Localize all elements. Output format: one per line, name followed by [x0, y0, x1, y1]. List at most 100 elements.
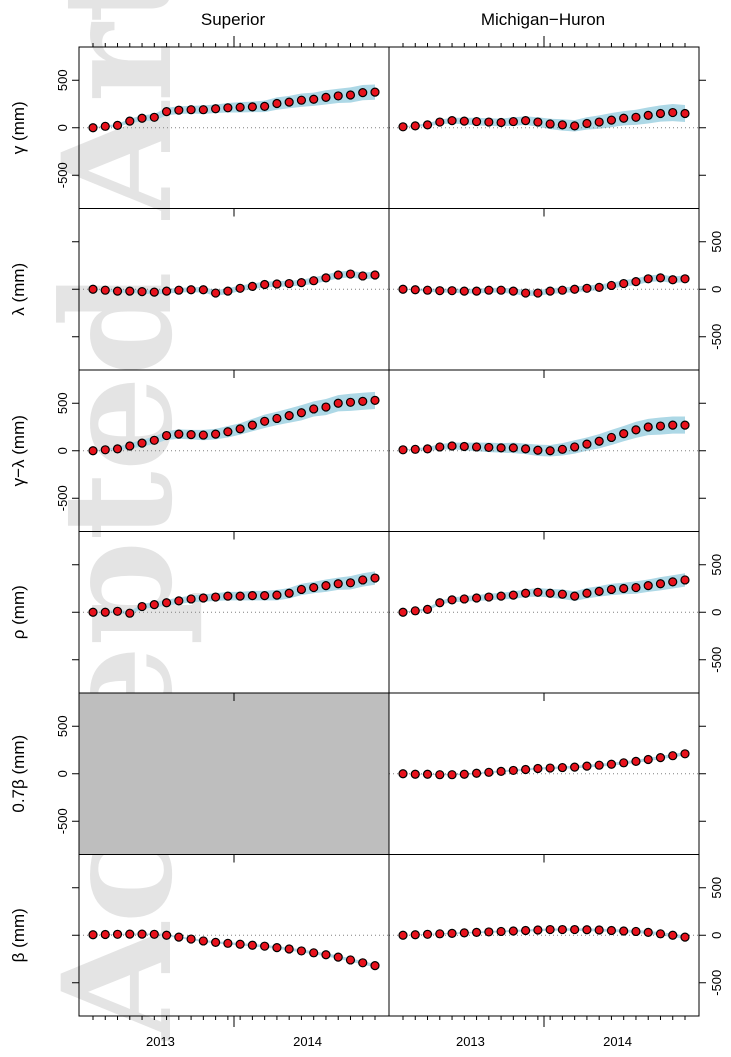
- data-point: [88, 284, 98, 294]
- data-point: [582, 761, 592, 771]
- panel: 2013 2014: [78, 854, 390, 1049]
- y-tick-label: 0: [709, 286, 724, 293]
- data-point: [435, 286, 445, 296]
- data-point: [619, 278, 629, 289]
- panel: [388, 531, 700, 694]
- data-point: [447, 441, 457, 451]
- data-point: [88, 446, 98, 456]
- data-point: [272, 590, 282, 600]
- data-point: [272, 279, 282, 289]
- data-point: [211, 937, 221, 947]
- data-point: [680, 575, 690, 585]
- data-point: [680, 274, 690, 284]
- panel-grid: γ (mm) -500 0 500 λ (mm) -500 0 500 γ−λ (mm) -500…: [9, 36, 724, 1049]
- data-point: [211, 592, 221, 602]
- data-point: [484, 117, 494, 127]
- panel: [78, 369, 390, 532]
- y-tick-label: 0: [55, 447, 70, 454]
- data-point: [247, 940, 257, 950]
- data-point: [631, 756, 641, 767]
- data-point: [508, 286, 518, 296]
- data-point: [606, 432, 617, 443]
- column-title-superior: Superior: [201, 10, 266, 29]
- data-point: [321, 273, 331, 283]
- data-point: [570, 284, 580, 294]
- data-point: [284, 278, 294, 289]
- data-point: [137, 929, 147, 939]
- data-point: [533, 925, 543, 935]
- data-point: [88, 123, 98, 133]
- data-point: [260, 941, 270, 951]
- data-point: [100, 121, 110, 131]
- data-point: [211, 288, 221, 298]
- data-point: [447, 928, 457, 938]
- y-tick-label: 500: [55, 69, 70, 91]
- data-point: [582, 439, 592, 449]
- data-point: [459, 769, 469, 779]
- data-point: [161, 106, 172, 117]
- x-tick-label: 2013: [456, 1034, 485, 1049]
- data-point: [321, 950, 331, 960]
- data-point: [410, 121, 420, 131]
- data-point: [655, 929, 666, 939]
- watermark: Accepted Article: [30, 0, 206, 1042]
- data-point: [594, 586, 604, 596]
- data-point: [333, 91, 343, 101]
- data-point: [422, 285, 433, 295]
- data-point: [508, 443, 518, 453]
- data-point: [521, 444, 531, 454]
- data-point: [272, 942, 282, 953]
- data-point: [100, 445, 110, 455]
- data-point: [594, 760, 604, 770]
- uncertainty-band: [93, 84, 375, 128]
- data-point: [435, 770, 445, 780]
- data-point: [655, 579, 666, 589]
- data-point: [370, 87, 380, 97]
- data-point: [398, 769, 408, 779]
- data-point: [606, 925, 617, 936]
- data-point: [594, 282, 604, 292]
- data-point: [272, 98, 282, 109]
- x-tick-label: 2014: [603, 1034, 632, 1049]
- data-point: [582, 118, 592, 129]
- data-point: [619, 429, 629, 439]
- data-point: [161, 930, 172, 940]
- data-point: [655, 752, 666, 763]
- data-point: [521, 288, 531, 298]
- data-point: [557, 444, 567, 454]
- data-point: [422, 929, 433, 939]
- data-point: [198, 593, 208, 603]
- data-point: [112, 120, 123, 130]
- data-point: [496, 117, 506, 128]
- data-point: [447, 770, 457, 780]
- data-point: [668, 107, 678, 118]
- data-point: [235, 283, 245, 293]
- data-point: [435, 598, 445, 608]
- data-point: [398, 122, 408, 132]
- data-point: [235, 939, 245, 949]
- panel: [388, 369, 700, 532]
- data-point: [309, 948, 319, 958]
- data-point: [570, 591, 580, 601]
- data-point: [594, 925, 604, 935]
- data-point: [447, 116, 457, 126]
- data-point: [296, 584, 307, 595]
- data-point: [435, 929, 445, 939]
- data-point: [471, 927, 482, 938]
- y-tick-label: -500: [709, 324, 724, 350]
- y-tick-label: 500: [55, 392, 70, 414]
- data-point: [668, 751, 678, 761]
- data-point: [125, 441, 135, 451]
- data-point: [533, 117, 543, 127]
- data-point: [521, 588, 531, 598]
- data-point: [557, 589, 567, 599]
- data-point: [247, 281, 257, 291]
- panel: [78, 692, 390, 855]
- data-point: [459, 594, 469, 604]
- data-point: [272, 413, 282, 424]
- data-point: [508, 765, 518, 776]
- data-point: [161, 286, 172, 296]
- y-tick-label: 0: [709, 609, 724, 616]
- data-point: [471, 442, 482, 452]
- data-point: [508, 590, 518, 600]
